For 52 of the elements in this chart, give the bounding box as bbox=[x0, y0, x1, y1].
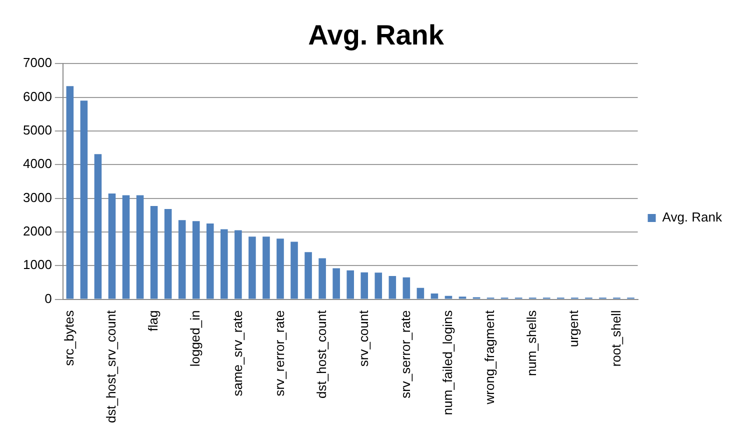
x-tick-label: dst_host_count bbox=[314, 310, 329, 398]
bar bbox=[220, 229, 228, 299]
x-tick-label: srv_rerror_rate bbox=[272, 310, 287, 396]
bar bbox=[150, 206, 158, 299]
bar bbox=[416, 288, 424, 299]
bar bbox=[430, 294, 438, 299]
x-tick-label: flag bbox=[146, 310, 161, 332]
bar bbox=[66, 86, 74, 299]
bar bbox=[290, 242, 298, 299]
x-tick-label: dst_host_srv_count bbox=[104, 310, 119, 423]
bar bbox=[192, 221, 200, 299]
bar bbox=[122, 195, 130, 299]
y-tick-label: 4000 bbox=[23, 156, 52, 172]
bar bbox=[346, 270, 354, 299]
bar bbox=[304, 252, 312, 299]
bar bbox=[318, 258, 326, 299]
y-tick-label: 3000 bbox=[23, 190, 52, 205]
x-tick-label: num_shells bbox=[524, 310, 540, 376]
x-tick-label: src_bytes bbox=[62, 310, 77, 366]
bar bbox=[388, 276, 396, 299]
bar bbox=[136, 195, 144, 299]
y-tick-label: 1000 bbox=[23, 257, 52, 272]
bar bbox=[444, 296, 452, 299]
y-tick-label: 7000 bbox=[23, 55, 52, 70]
bar bbox=[80, 100, 88, 299]
bar bbox=[360, 272, 368, 299]
bar bbox=[374, 272, 382, 299]
x-tick-label: num_failed_logins bbox=[440, 310, 456, 416]
chart-title: Avg. Rank bbox=[308, 20, 444, 51]
y-tick-label: 6000 bbox=[23, 88, 52, 104]
y-tick-label: 0 bbox=[44, 290, 52, 306]
legend-label: Avg. Rank bbox=[662, 210, 722, 225]
bar bbox=[164, 209, 172, 299]
x-tick-label: srv_count bbox=[356, 310, 371, 367]
x-tick-label: wrong_fragment bbox=[482, 310, 498, 406]
bar bbox=[94, 154, 102, 299]
x-tick-label: root_shell bbox=[608, 310, 624, 367]
y-tick-label: 5000 bbox=[23, 122, 52, 138]
bar bbox=[178, 220, 186, 299]
bar bbox=[248, 236, 256, 299]
bar bbox=[262, 236, 270, 299]
bar bbox=[332, 268, 340, 299]
bar bbox=[402, 277, 410, 299]
x-tick-label: srv_serror_rate bbox=[398, 310, 413, 398]
bar bbox=[276, 238, 284, 299]
bar bbox=[234, 230, 242, 299]
bar bbox=[108, 194, 116, 299]
x-tick-label: same_srv_rate bbox=[230, 310, 245, 396]
x-tick-label: urgent bbox=[566, 310, 582, 348]
y-tick-label: 2000 bbox=[23, 224, 52, 239]
x-tick-label: logged_in bbox=[188, 310, 203, 367]
bar bbox=[206, 224, 214, 299]
